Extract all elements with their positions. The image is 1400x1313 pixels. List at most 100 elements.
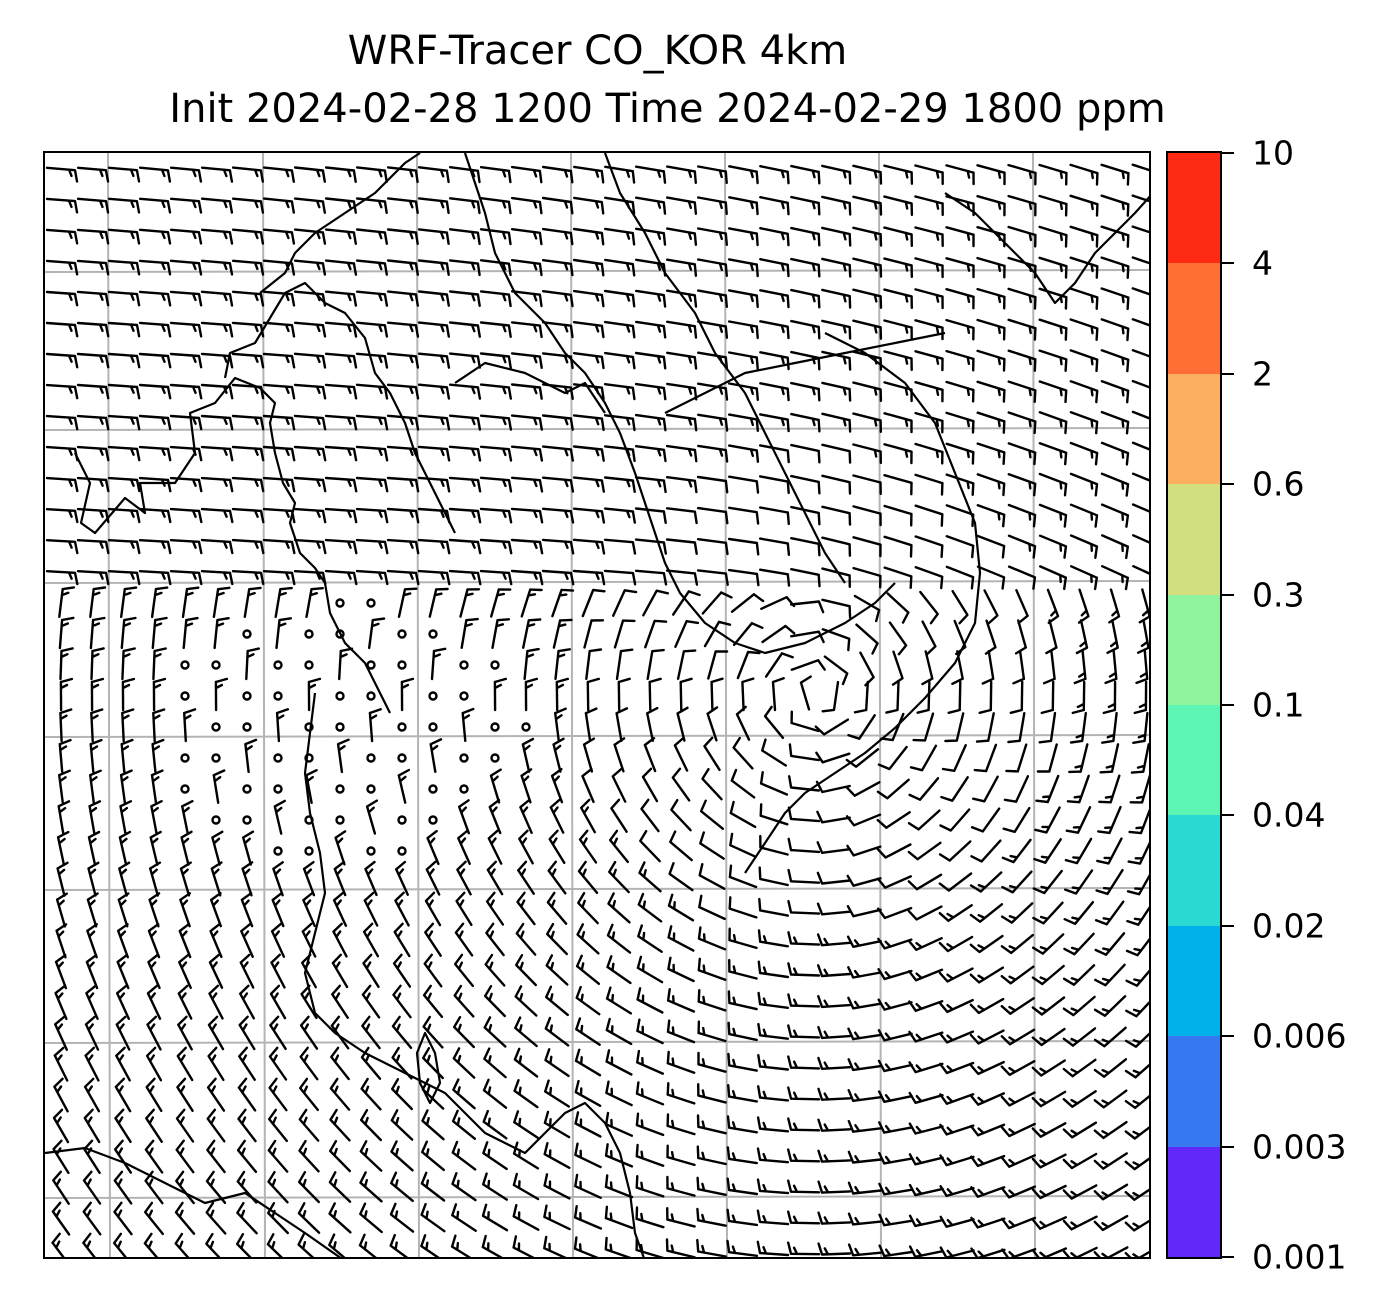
wind-barb <box>976 565 1006 590</box>
wind-barb <box>759 506 790 526</box>
wind-barb <box>302 861 316 897</box>
wind-barb <box>876 843 912 859</box>
wind-barb <box>728 258 759 278</box>
wind-barb <box>821 628 851 652</box>
calm-circle <box>428 629 438 639</box>
wind-barb <box>604 196 636 215</box>
wind-barb <box>297 1202 321 1234</box>
wind-barb <box>610 798 628 833</box>
wind-barb <box>423 953 443 988</box>
wind-barb <box>147 953 161 990</box>
wind-barb <box>355 445 389 462</box>
wind-barb <box>969 1029 1005 1045</box>
wind-barb <box>355 352 389 369</box>
wind-barb <box>386 538 420 555</box>
wind-barb <box>114 1139 132 1174</box>
wind-barb <box>852 257 883 278</box>
wind-barb <box>878 1182 913 1196</box>
wind-barb <box>1124 1063 1149 1079</box>
wind-barb <box>417 352 451 369</box>
wind-barb <box>84 1015 100 1051</box>
wind-barb <box>817 995 852 1009</box>
wind-barb <box>90 647 105 681</box>
calm-circle <box>366 846 376 856</box>
wind-barb <box>878 1151 913 1165</box>
coastlines <box>45 153 1149 1257</box>
wind-barb <box>297 1233 315 1257</box>
coastline-east-china <box>303 692 645 1257</box>
wind-barb <box>574 1111 602 1138</box>
wind-barb <box>821 536 852 557</box>
wind-barb <box>853 680 869 714</box>
wind-barb <box>213 617 230 650</box>
wind-barb <box>1038 194 1068 217</box>
calm-circle <box>397 660 407 670</box>
wind-barb <box>541 165 574 184</box>
wind-barb <box>481 1203 509 1232</box>
wind-barb <box>510 321 543 339</box>
wind-barb <box>679 677 693 712</box>
wind-barb <box>790 630 825 644</box>
wind-barb <box>114 1108 132 1143</box>
wind-barb <box>359 1140 383 1172</box>
wind-barb <box>613 619 636 649</box>
wind-barb <box>574 1048 602 1077</box>
wind-barb <box>634 538 667 555</box>
wind-barb <box>1035 774 1060 804</box>
wind-barb <box>1131 163 1149 172</box>
wind-barb <box>945 380 975 403</box>
wind-barb <box>787 931 821 946</box>
wind-barb <box>787 1117 821 1132</box>
wind-barb <box>1093 995 1127 1017</box>
wind-barb <box>1100 349 1130 373</box>
wind-barb <box>698 894 726 921</box>
wind-barb <box>1108 588 1121 624</box>
wind-barb <box>200 259 234 276</box>
wind-barb <box>666 1144 696 1167</box>
wind-barb <box>635 258 667 277</box>
wind-barb <box>970 807 1001 833</box>
wind-barb <box>945 411 975 434</box>
wind-barb <box>666 227 698 246</box>
calm-circle <box>366 753 376 763</box>
wind-barb <box>1132 565 1149 575</box>
wind-barb <box>758 866 789 887</box>
wind-barb <box>89 586 107 619</box>
wind-barb <box>200 321 234 338</box>
wind-barb <box>424 922 442 957</box>
wind-barb <box>847 1089 883 1102</box>
wind-barb <box>666 382 698 401</box>
wind-barb <box>1125 1001 1149 1018</box>
wind-barb <box>1125 969 1149 987</box>
wind-barb <box>262 321 296 338</box>
wind-barb <box>209 922 223 959</box>
wind-barb <box>817 1149 852 1163</box>
wind-barb <box>143 1232 159 1257</box>
wind-barb <box>907 809 941 831</box>
wind-barb <box>648 677 662 712</box>
wind-barb <box>231 352 265 369</box>
colorbar <box>1166 151 1222 1259</box>
wind-barb <box>790 474 821 495</box>
wind-barb <box>577 860 599 894</box>
wind-barb <box>821 319 852 340</box>
wind-barb <box>267 1170 289 1204</box>
wind-barb <box>615 707 629 742</box>
wind-barb <box>877 968 913 981</box>
wind-barb <box>293 197 326 214</box>
wind-barb <box>909 744 938 772</box>
wind-barb <box>729 800 757 829</box>
wind-barb <box>726 1239 759 1257</box>
calm-circle <box>242 691 252 701</box>
wind-barb <box>787 1210 821 1225</box>
wind-barb <box>1093 1089 1128 1109</box>
colorbar-segment <box>1168 373 1220 486</box>
calm-circle <box>428 815 438 825</box>
wind-barb <box>939 1093 975 1105</box>
wind-barb <box>852 566 882 589</box>
wind-barb <box>324 352 358 369</box>
wind-barb <box>545 954 569 986</box>
wind-barb <box>455 891 473 927</box>
wind-barb <box>914 473 944 496</box>
wind-barb <box>138 476 172 493</box>
